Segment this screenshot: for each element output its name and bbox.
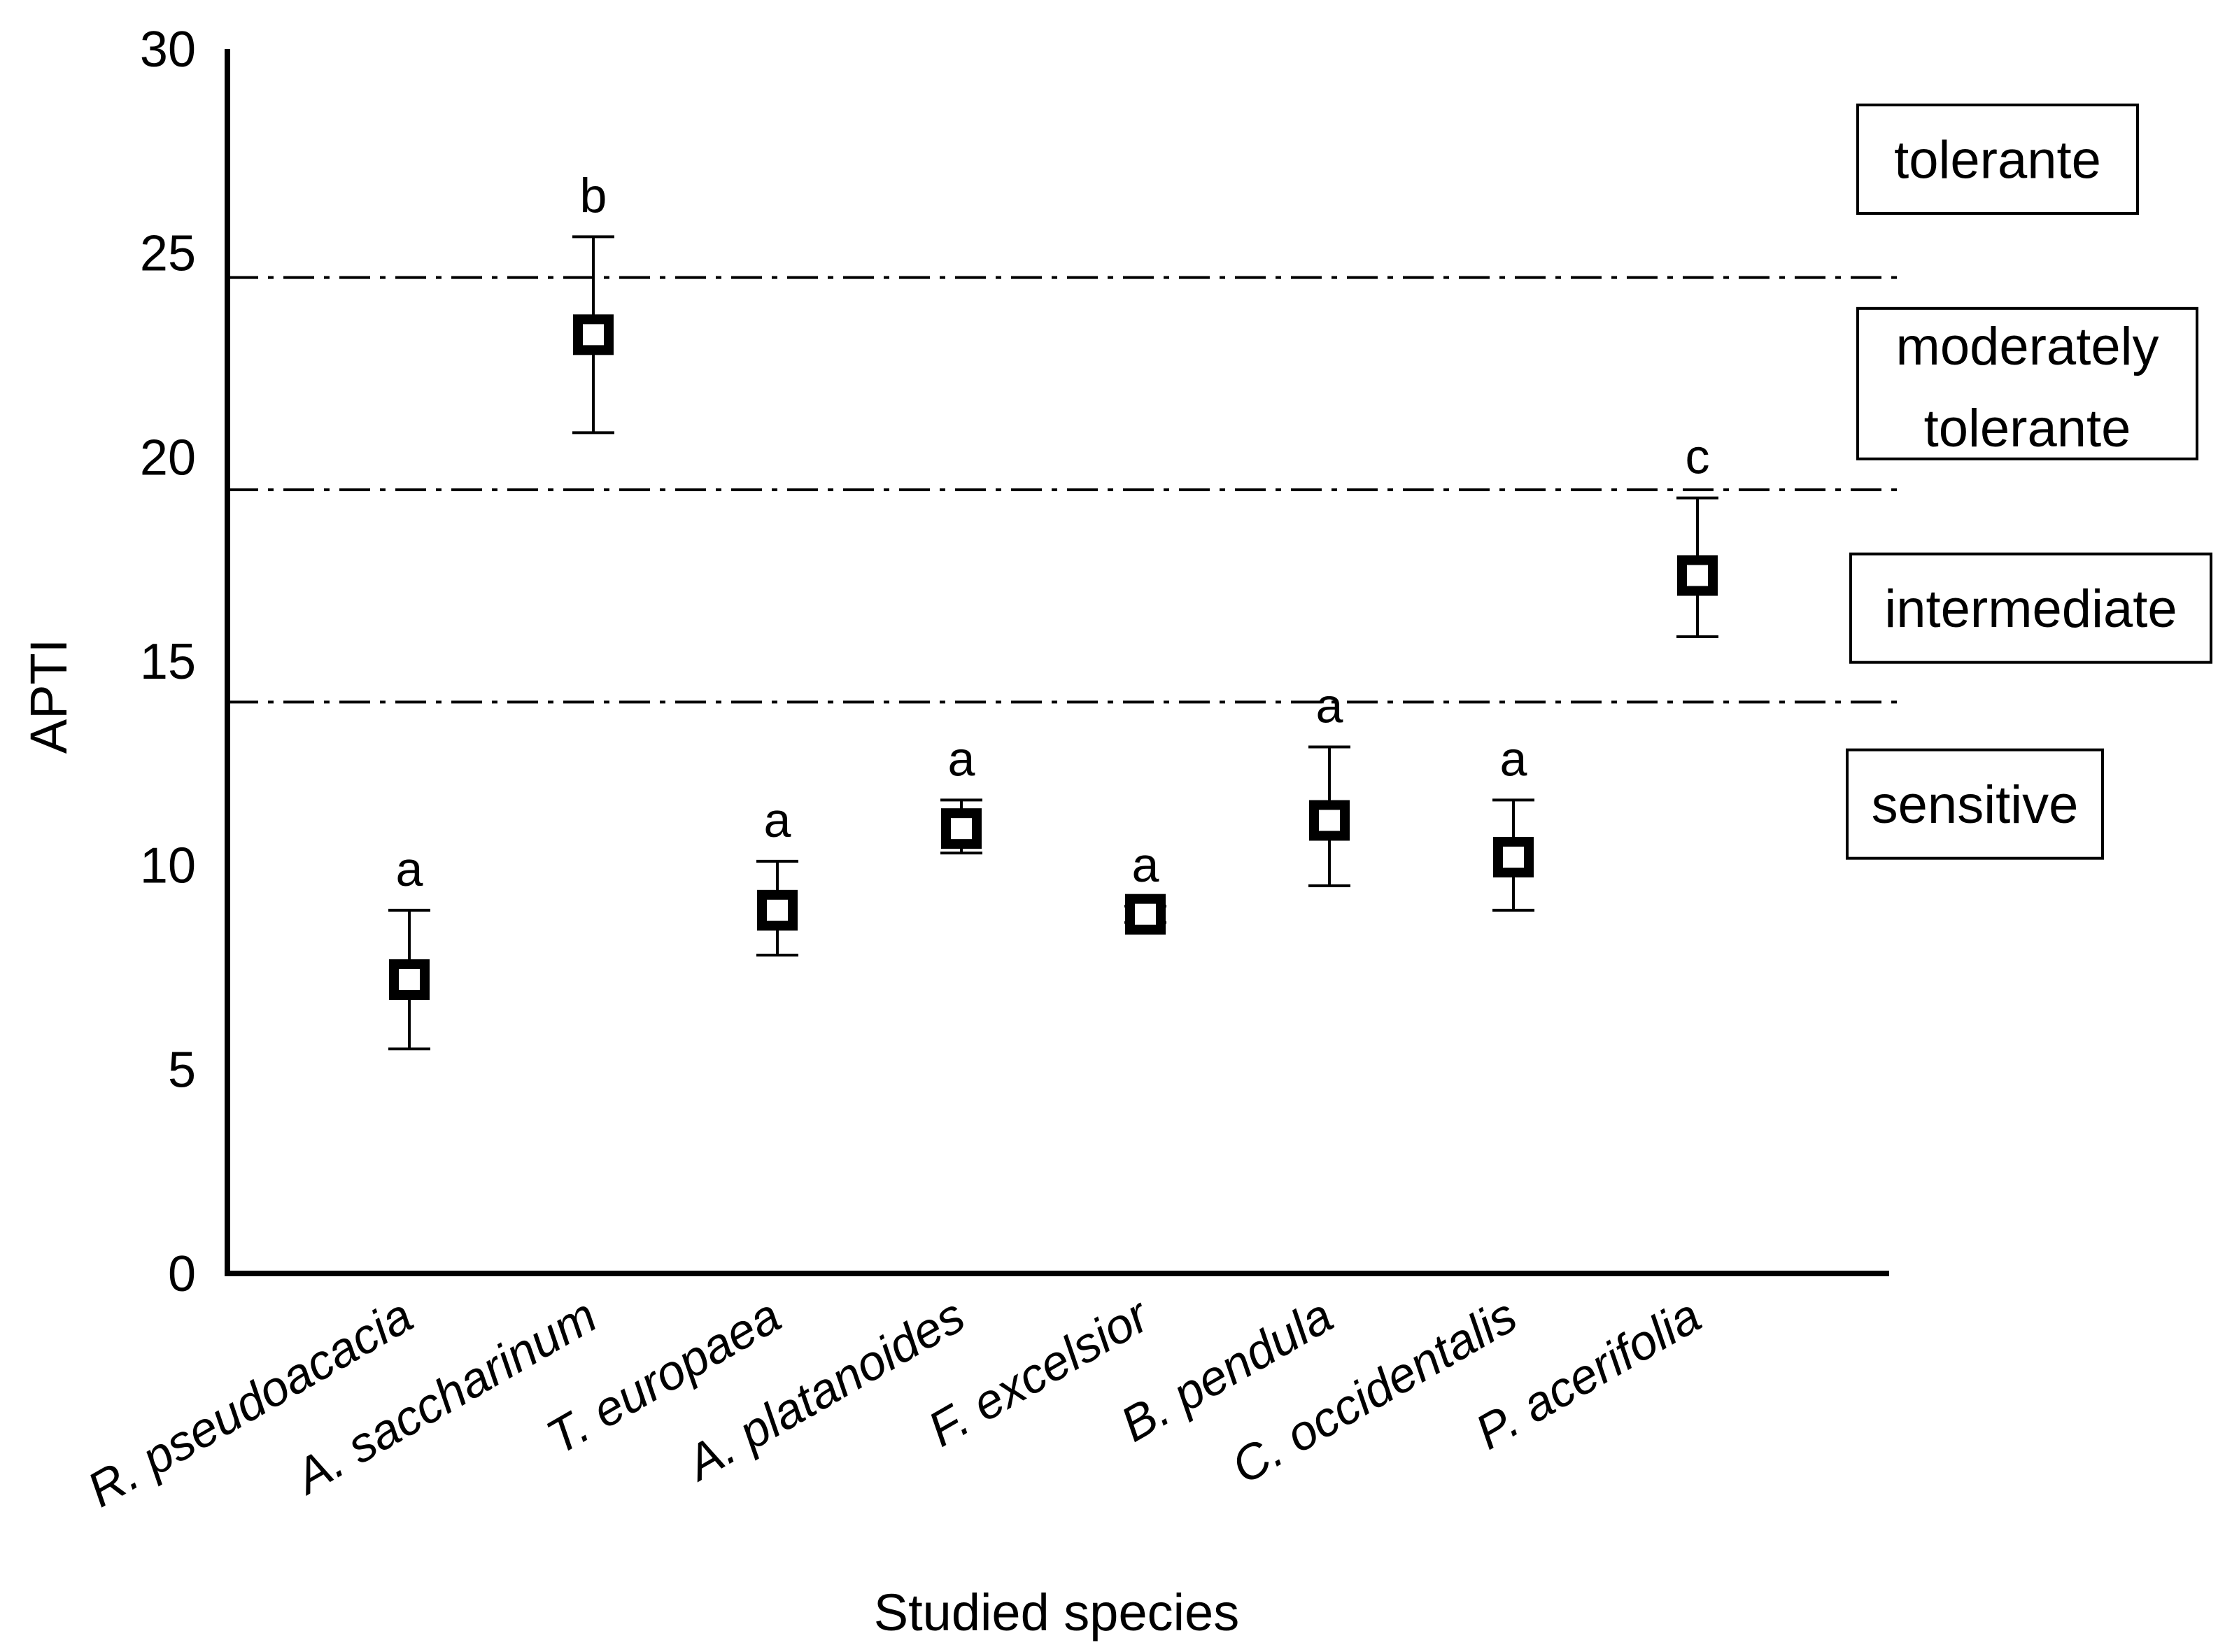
y-tick-label: 5: [168, 1042, 196, 1098]
data-markers: [389, 314, 1718, 1000]
data-point-marker: [389, 959, 430, 1000]
significance-label: b: [580, 168, 607, 223]
y-tick-label: 25: [140, 226, 196, 282]
significance-label: a: [1500, 731, 1527, 786]
zone-labels: tolerante moderately tolerante intermediate…: [1846, 104, 2212, 860]
y-tick-label: 15: [140, 634, 196, 690]
category-label: A. saccharinum: [283, 1287, 605, 1505]
data-point-marker: [757, 889, 798, 931]
zone-box: [1856, 104, 2139, 215]
zone-label: intermediate: [1884, 579, 2177, 639]
y-tick-label: 20: [140, 430, 196, 486]
y-tick-labels: 0 5 10 15 20 25 30: [140, 22, 196, 1302]
significance-label: a: [764, 793, 791, 847]
zone-label: sensitive: [1872, 775, 2079, 835]
significance-label: a: [396, 842, 423, 896]
zone-box: [1856, 306, 2198, 460]
zone-label: tolerante: [1894, 131, 2101, 190]
threshold-lines: [227, 276, 1903, 704]
zone-label: moderately: [1896, 317, 2159, 376]
data-point-marker: [573, 314, 614, 355]
x-axis-title: Studied species: [874, 1583, 1239, 1642]
significance-label: a: [1316, 679, 1343, 733]
zone-box: [1846, 748, 2104, 860]
significance-labels: a b a a a a a c: [396, 168, 1710, 896]
data-point-marker: [1677, 555, 1718, 596]
error-bars: [388, 235, 1718, 1051]
y-tick-label: 0: [168, 1246, 196, 1302]
y-axis-title: APTI: [20, 639, 78, 754]
significance-label: c: [1686, 430, 1710, 484]
category-label: R. pseudoacacia: [78, 1287, 422, 1517]
data-point-marker: [1125, 894, 1166, 935]
zone-label: tolerante: [1924, 399, 2131, 458]
y-tick-label: 30: [140, 22, 196, 78]
data-point-marker: [941, 808, 982, 849]
significance-label: a: [948, 731, 975, 786]
significance-label: a: [1132, 838, 1159, 892]
zone-box: [1849, 552, 2212, 664]
data-point-marker: [1493, 837, 1534, 877]
y-tick-label: 10: [140, 838, 196, 894]
data-point-marker: [1309, 800, 1350, 841]
